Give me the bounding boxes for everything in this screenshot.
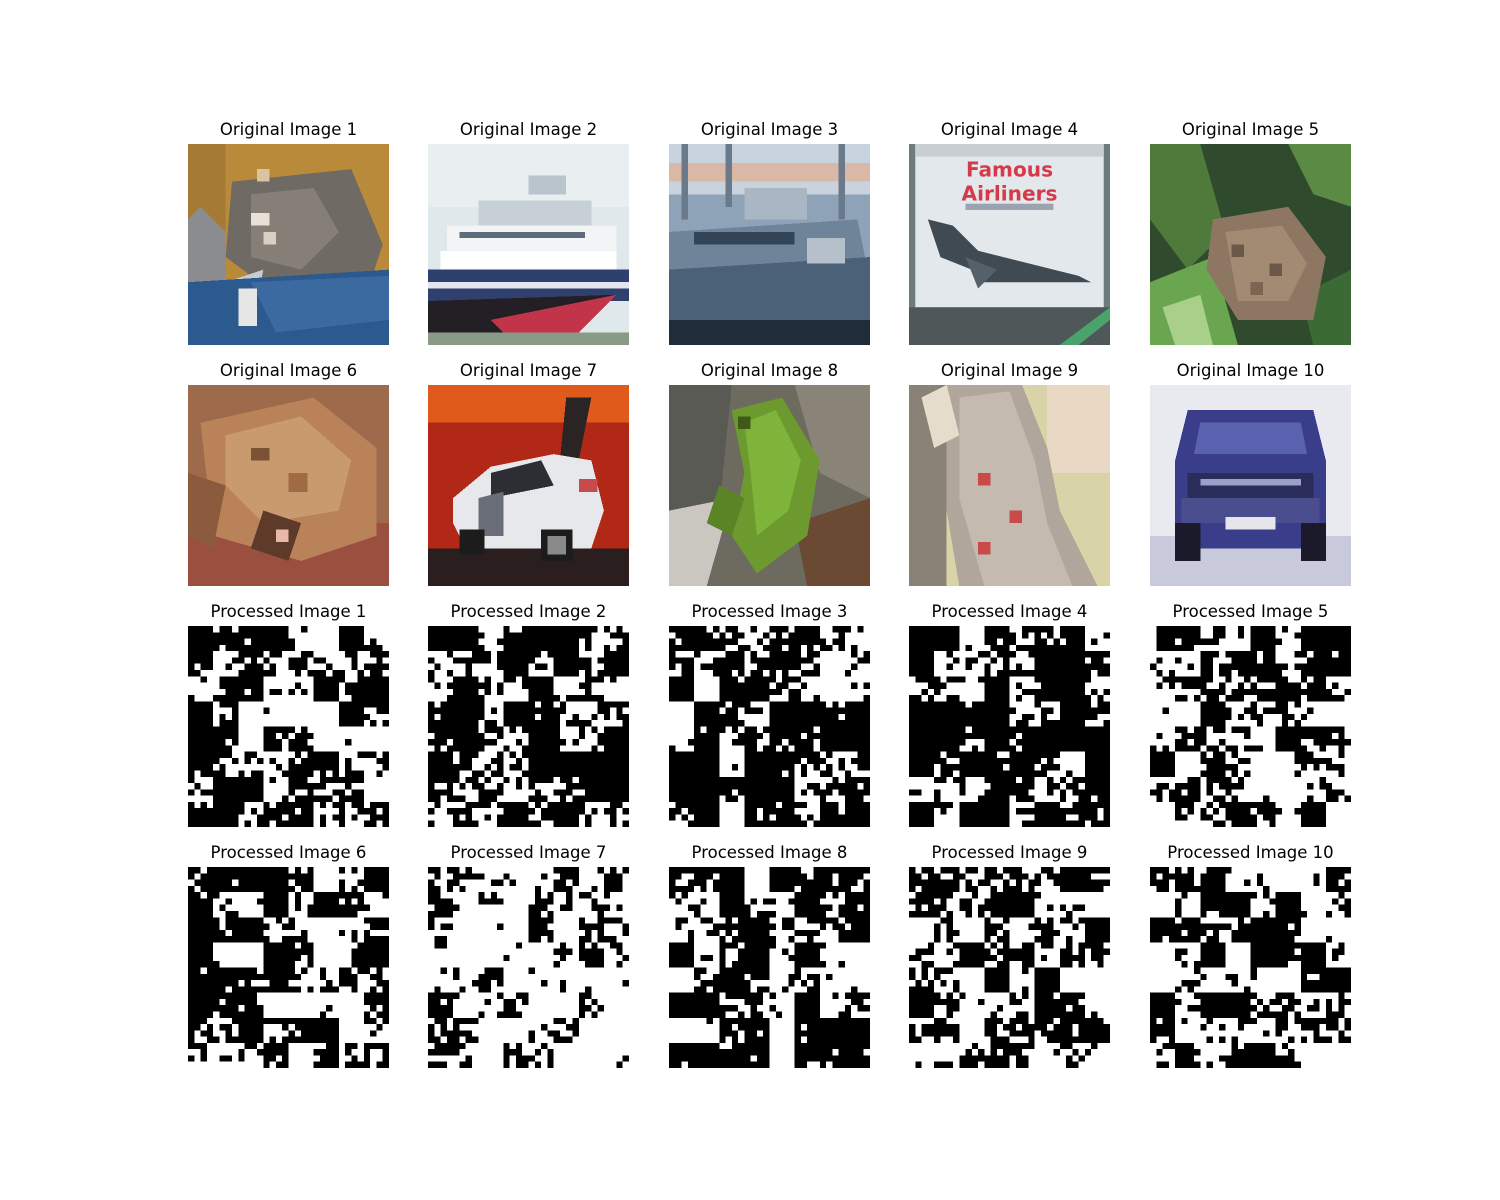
original-image-green-frog <box>669 385 870 586</box>
panel-title: Original Image 7 <box>459 361 598 380</box>
processed-panel-6: Processed Image 6 <box>188 843 389 1069</box>
original-panel-4: Original Image 4 Famous Airliners <box>909 120 1110 346</box>
processed-image <box>1150 867 1351 1068</box>
processed-panel-7: Processed Image 7 <box>428 843 629 1069</box>
processed-panel-2: Processed Image 2 <box>428 602 629 828</box>
panel-title: Processed Image 2 <box>450 602 607 621</box>
original-panel-5: Original Image 5 <box>1150 120 1351 346</box>
original-image-airliner-book: Famous Airliners <box>909 144 1110 345</box>
inset-text: Airliners <box>962 182 1058 206</box>
original-panel-1: Original Image 1 <box>188 120 389 346</box>
panel-title: Processed Image 9 <box>931 843 1088 862</box>
processed-image <box>1150 626 1351 827</box>
panel-title: Processed Image 6 <box>210 843 367 862</box>
processed-image <box>669 867 870 1068</box>
panel-title: Original Image 3 <box>700 120 839 139</box>
panel-title: Processed Image 1 <box>210 602 367 621</box>
original-image-cat-grey <box>909 385 1110 586</box>
original-image-frog <box>1150 144 1351 345</box>
original-panel-3: Original Image 3 <box>669 120 870 346</box>
processed-panel-10: Processed Image 10 <box>1150 843 1351 1069</box>
inset-text: Famous <box>966 158 1053 182</box>
processed-panel-9: Processed Image 9 <box>909 843 1110 1069</box>
processed-panel-4: Processed Image 4 <box>909 602 1110 828</box>
panel-title: Original Image 9 <box>940 361 1079 380</box>
processed-image <box>188 867 389 1068</box>
processed-panel-5: Processed Image 5 <box>1150 602 1351 828</box>
panel-title: Processed Image 10 <box>1167 843 1334 862</box>
original-panel-10: Original Image 10 <box>1150 361 1351 587</box>
panel-title: Original Image 6 <box>219 361 358 380</box>
processed-panel-3: Processed Image 3 <box>669 602 870 828</box>
original-image-boat <box>669 144 870 345</box>
panel-title: Processed Image 7 <box>450 843 607 862</box>
processed-image <box>909 626 1110 827</box>
panel-title: Original Image 1 <box>219 120 358 139</box>
panel-title: Processed Image 3 <box>691 602 848 621</box>
panel-title: Original Image 8 <box>700 361 839 380</box>
panel-title: Processed Image 8 <box>691 843 848 862</box>
panel-title: Processed Image 4 <box>931 602 1088 621</box>
original-panel-7: Original Image 7 <box>428 361 629 587</box>
processed-image <box>428 867 629 1068</box>
original-image-toad <box>188 385 389 586</box>
panel-title: Processed Image 5 <box>1172 602 1329 621</box>
panel-title: Original Image 2 <box>459 120 598 139</box>
original-image-ship <box>428 144 629 345</box>
panel-title: Original Image 4 <box>940 120 1079 139</box>
original-panel-8: Original Image 8 <box>669 361 870 587</box>
processed-panel-1: Processed Image 1 <box>188 602 389 828</box>
original-image-cat <box>188 144 389 345</box>
original-image-car-white <box>428 385 629 586</box>
panel-title: Original Image 5 <box>1181 120 1320 139</box>
original-panel-6: Original Image 6 <box>188 361 389 587</box>
processed-image <box>669 626 870 827</box>
processed-panel-8: Processed Image 8 <box>669 843 870 1069</box>
original-image-blue-suv <box>1150 385 1351 586</box>
processed-image <box>909 867 1110 1068</box>
processed-image <box>188 626 389 827</box>
processed-image <box>428 626 629 827</box>
panel-title: Original Image 10 <box>1176 361 1325 380</box>
original-panel-9: Original Image 9 <box>909 361 1110 587</box>
original-panel-2: Original Image 2 <box>428 120 629 346</box>
